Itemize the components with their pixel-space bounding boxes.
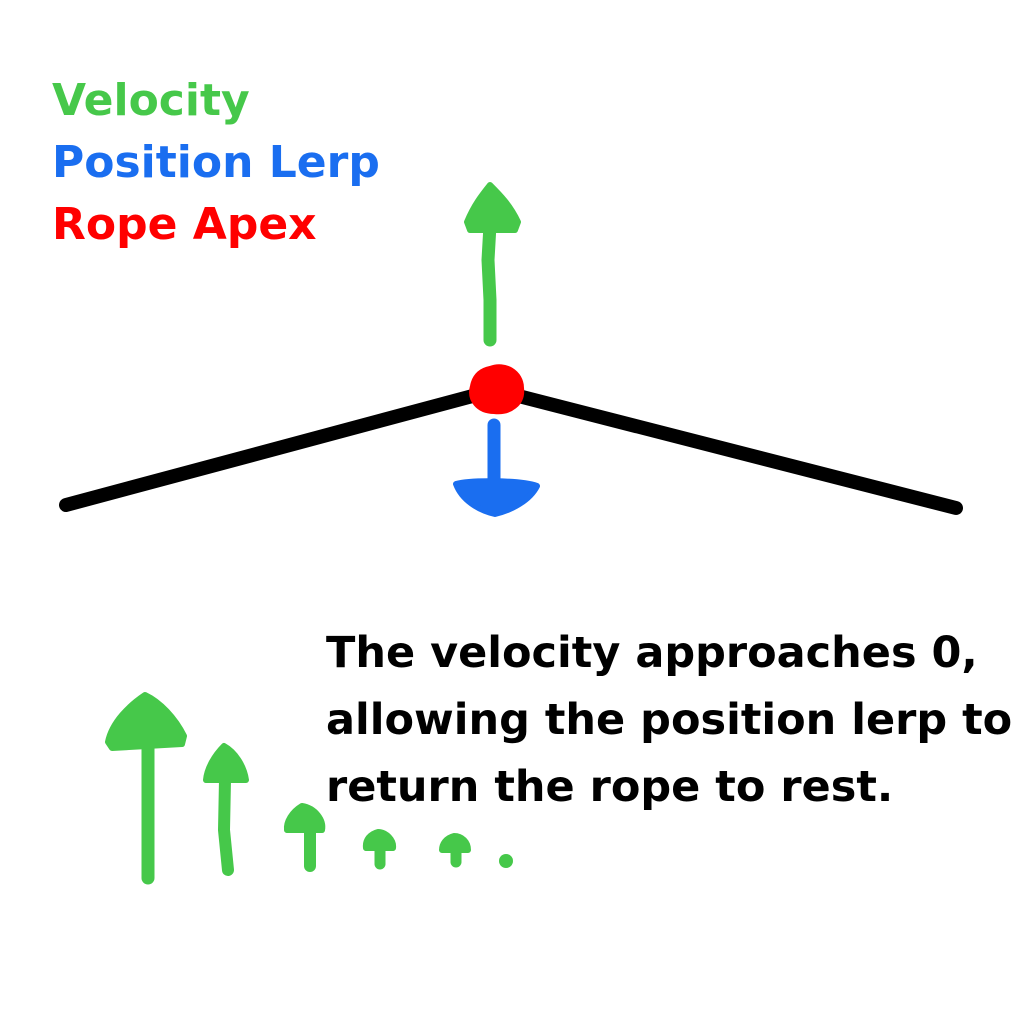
caption-line-2: allowing the position lerp to (326, 695, 1013, 745)
velocity-zero-dot-icon (499, 854, 513, 868)
legend-rope-apex: Rope Apex (52, 199, 317, 250)
velocity-arrow-small-icon (283, 803, 326, 872)
velocity-arrow-large-icon (105, 692, 187, 885)
legend-velocity: Velocity (52, 75, 250, 126)
legend: Velocity Position Lerp Rope Apex (52, 70, 380, 256)
position-lerp-arrow-icon (453, 418, 540, 517)
caption-line-3: return the rope to rest. (326, 762, 894, 812)
legend-position-lerp: Position Lerp (52, 137, 380, 188)
caption: The velocity approaches 0, allowing the … (326, 620, 1016, 821)
rope-apex-dot-icon (469, 364, 525, 415)
velocity-arrow-tinier-icon (439, 833, 471, 868)
velocity-arrow-medium-icon (203, 743, 249, 876)
caption-line-1: The velocity approaches 0, (326, 628, 978, 678)
velocity-sequence (105, 692, 513, 885)
velocity-arrow-icon (464, 182, 521, 347)
velocity-arrow-tiny-icon (362, 829, 397, 870)
